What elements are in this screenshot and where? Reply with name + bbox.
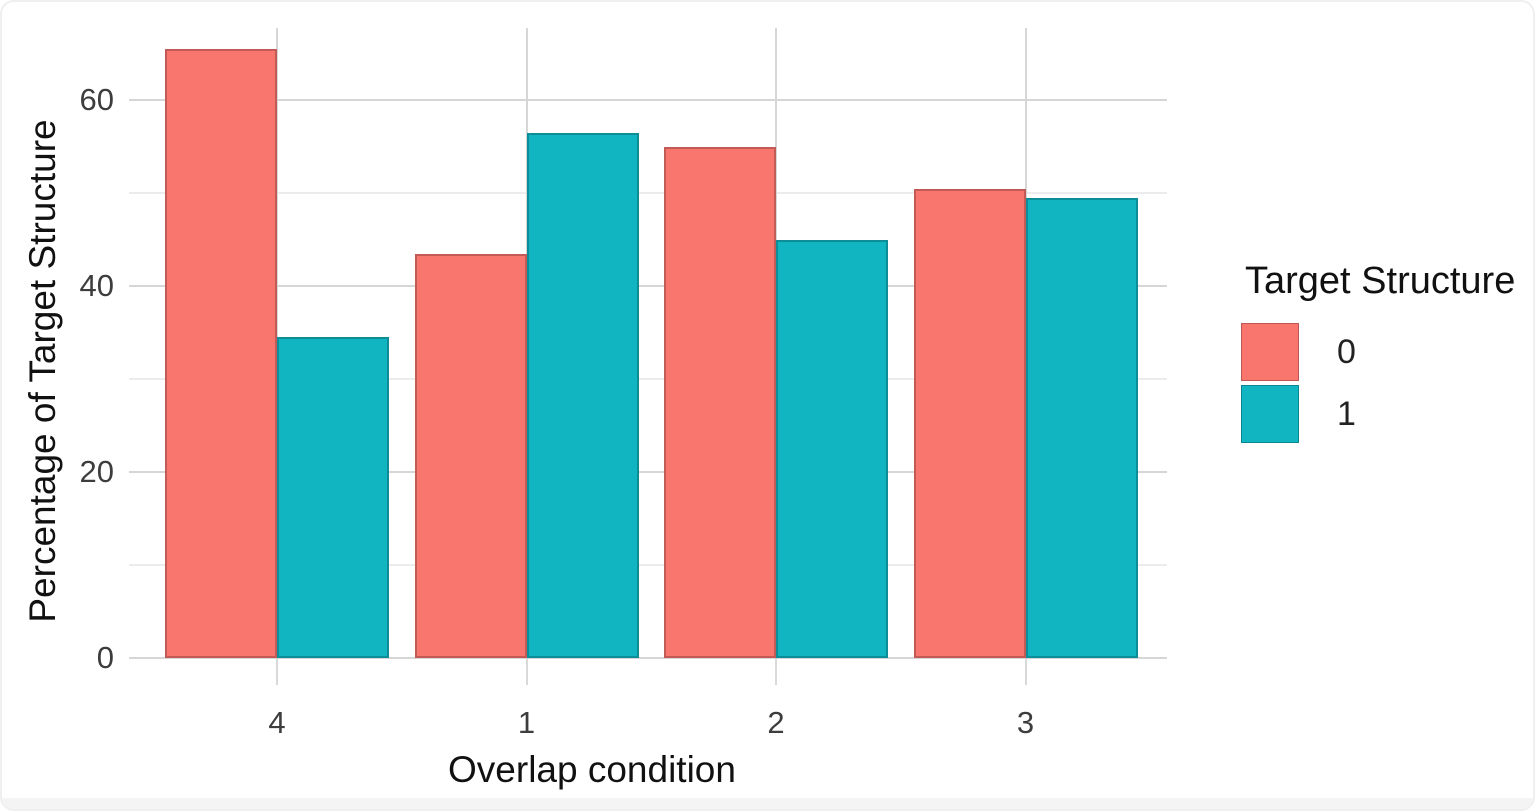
- h-gridline-major: [129, 99, 1167, 102]
- h-gridline-minor: [129, 564, 1167, 567]
- legend-label-series-1: 1: [1337, 394, 1356, 433]
- h-gridline-minor: [129, 378, 1167, 381]
- x-axis-title: Overlap condition: [448, 749, 736, 790]
- x-tick-label: 2: [767, 705, 785, 740]
- figure-bottom-band: [2, 798, 1533, 809]
- y-tick: [132, 657, 160, 659]
- legend-title: Target Structure: [1245, 260, 1516, 302]
- legend-swatch-series-0: [1241, 323, 1299, 381]
- y-tick-label: 60: [79, 82, 114, 118]
- h-gridline-minor: [129, 192, 1167, 195]
- x-tick-label: 3: [1016, 705, 1035, 740]
- h-gridline-major: [129, 285, 1167, 288]
- plot-panel: [129, 26, 1167, 659]
- x-tick-label: 4: [268, 705, 286, 740]
- legend: Target Structure 0 1: [1241, 260, 1515, 447]
- x-tick: [525, 659, 528, 685]
- x-tick-label: 1: [517, 705, 536, 740]
- h-gridline-major: [129, 471, 1167, 474]
- x-tick: [276, 659, 278, 685]
- y-tick: [132, 285, 160, 288]
- h-gridline-major: [129, 657, 1167, 659]
- bar-cat2-series1: [776, 239, 888, 658]
- bar-cat1-series1: [526, 132, 639, 658]
- y-tick-label: 40: [79, 268, 114, 304]
- bar-cat3-series1: [1025, 197, 1138, 658]
- legend-label-series-0: 0: [1337, 332, 1356, 371]
- bar-cat4-series1: [277, 337, 389, 658]
- x-tick: [775, 659, 777, 685]
- legend-swatch-series-1: [1241, 385, 1299, 443]
- y-tick: [132, 99, 160, 102]
- legend-item: 1: [1241, 385, 1515, 443]
- y-axis-title: Percentage of Target Structure: [22, 119, 63, 623]
- y-tick: [132, 471, 160, 474]
- y-tick-label: 0: [96, 640, 114, 675]
- x-tick: [1024, 659, 1027, 685]
- bar-cat1-series0: [414, 253, 527, 658]
- bar-cat2-series0: [664, 146, 776, 658]
- y-tick-label: 20: [79, 454, 114, 490]
- bar-cat3-series0: [913, 188, 1026, 658]
- bar-cat4-series0: [165, 49, 277, 658]
- legend-item: 0: [1241, 323, 1515, 381]
